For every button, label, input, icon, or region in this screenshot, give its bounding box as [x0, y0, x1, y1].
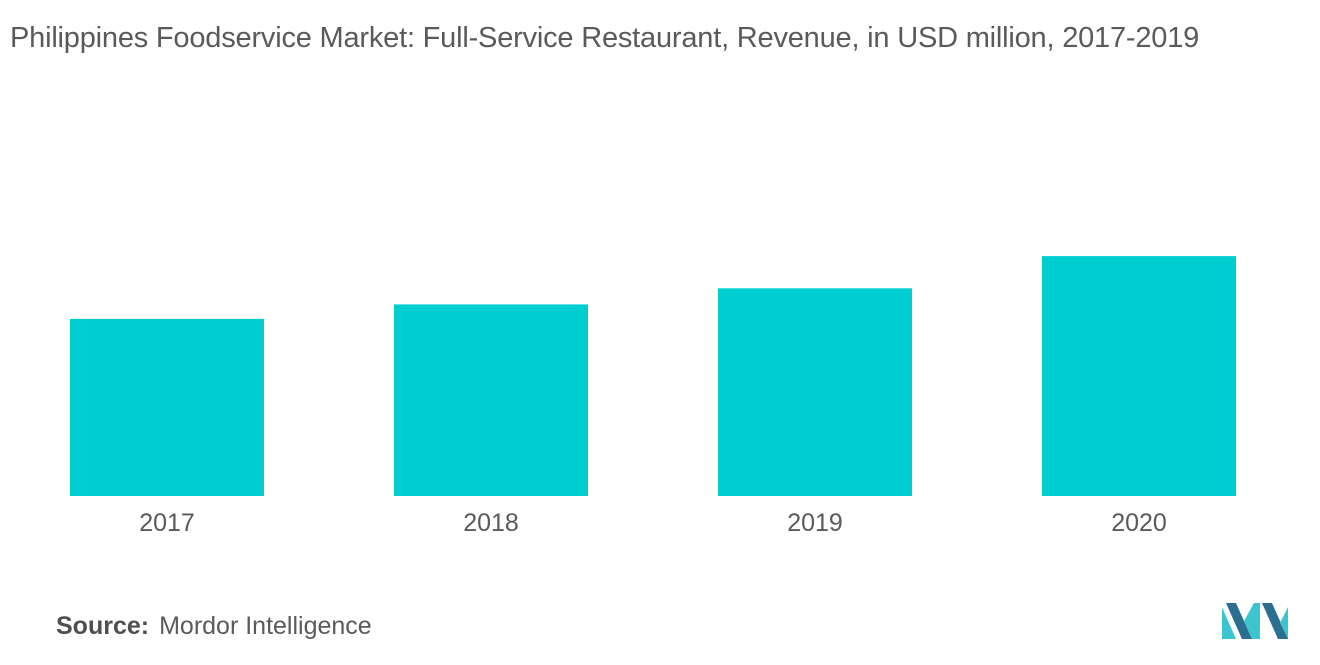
bar-2018 — [394, 304, 588, 496]
mordor-logo-icon — [1222, 603, 1288, 639]
bar-2019 — [718, 288, 912, 496]
x-tick-label: 2018 — [463, 509, 519, 537]
chart-title: Philippines Foodservice Market: Full-Ser… — [10, 22, 1200, 54]
bar-chart: 2017 2018 2019 2020 — [70, 256, 1236, 537]
x-tick-label: 2017 — [139, 509, 195, 537]
bar-2020 — [1042, 256, 1236, 496]
bar-2017 — [70, 318, 264, 496]
x-tick-label: 2019 — [787, 509, 843, 537]
x-tick-label: 2020 — [1111, 509, 1167, 537]
source-note: Source: Mordor Intelligence — [56, 612, 372, 641]
source-value: Mordor Intelligence — [159, 612, 372, 640]
source-label: Source: — [56, 612, 150, 640]
